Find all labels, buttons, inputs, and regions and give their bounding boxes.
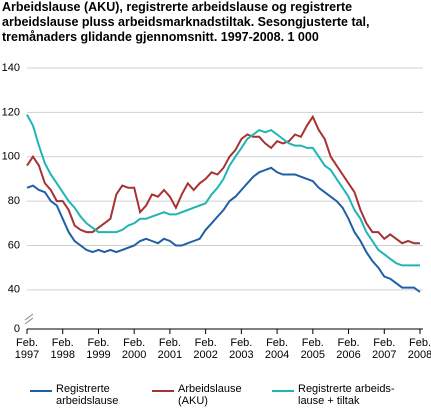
x-tick-label: Feb. 2007: [372, 337, 397, 361]
x-tick-label: Feb. 2000: [121, 337, 147, 361]
series-line: [26, 114, 420, 245]
y-tick-label: 100: [2, 151, 20, 163]
y-tick-label: 40: [8, 284, 20, 296]
y-tick-label: 80: [8, 195, 20, 207]
x-tick-label: Feb. 1998: [50, 337, 75, 361]
chart-title: Arbeidslause (AKU), registrerte arbeidsl…: [2, 0, 370, 44]
x-tick-label: Feb. 1997: [14, 337, 40, 361]
x-tick-label: Feb. 2001: [157, 337, 183, 361]
y-tick-label: 60: [8, 239, 20, 251]
legend-swatch: [272, 390, 294, 392]
axis-break: [24, 313, 34, 325]
legend-label: Registrerte arbeids-lause + tiltak: [298, 383, 395, 407]
series-line: [26, 166, 421, 293]
x-tick-label: Feb. 2002: [193, 337, 218, 361]
legend-swatch: [30, 390, 52, 392]
legend-label: Registrerte arbeidslause: [56, 383, 119, 407]
x-tick-label: Feb. 1999: [86, 337, 111, 361]
legend-label: Arbeidslause (AKU): [178, 383, 242, 407]
legend-swatch: [152, 390, 174, 392]
x-tick-label: Feb. 2006: [336, 337, 361, 361]
x-tick-label: Feb. 2008: [407, 337, 431, 361]
y-tick-label: 120: [2, 106, 20, 118]
y-tick-label: 140: [2, 62, 20, 74]
y-tick-label: 0: [14, 323, 20, 335]
series-line: [26, 114, 420, 267]
x-tick-label: Feb. 2005: [300, 337, 326, 361]
x-tick-label: Feb. 2003: [229, 337, 254, 361]
x-tick-label: Feb. 2004: [264, 337, 290, 361]
